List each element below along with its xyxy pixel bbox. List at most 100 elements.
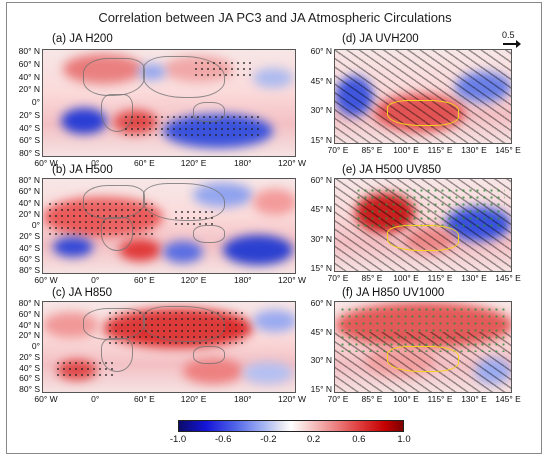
wind-vectors	[335, 50, 511, 143]
x-tick-label: 120° W	[278, 158, 306, 168]
x-tick-label: 85° E	[361, 273, 383, 283]
reference-vector-arrow	[503, 40, 521, 48]
x-tick-label: 115° E	[427, 273, 453, 283]
y-tick-label: 0°	[31, 220, 40, 230]
y-tick-label: 45° N	[310, 204, 332, 215]
colorbar-tick: 1.0	[397, 434, 411, 445]
continent-outline	[83, 58, 145, 96]
y-tick-label: 40° S	[19, 122, 40, 133]
x-tick-label: 100° E	[393, 394, 419, 404]
y-tick-label: 60° S	[19, 253, 40, 264]
plateau-outline	[387, 346, 459, 372]
x-tick-label: 180°	[234, 158, 252, 168]
y-tick-label: 20° N	[18, 84, 40, 95]
significance-dots	[47, 201, 157, 235]
x-tick-label: 145° E	[495, 394, 521, 404]
negative-anomaly	[455, 72, 511, 102]
y-tick-label: 80° N	[18, 46, 40, 56]
y-tick-label: 45° N	[310, 326, 332, 337]
y-tick-label: 15° N	[310, 263, 332, 273]
colorbar-tick: 0.2	[306, 434, 321, 445]
panel-b-title: (b) JA H500	[52, 164, 113, 176]
x-tick-label: 120° E	[180, 158, 207, 168]
negative-anomaly	[243, 362, 293, 384]
colorbar-tick: -0.2	[260, 434, 277, 445]
map-panel-a	[42, 49, 296, 157]
x-tick-label: 60° W	[34, 158, 58, 168]
y-tick-label: 60° S	[19, 373, 40, 384]
negative-anomaly	[253, 310, 295, 332]
significance-dots	[173, 209, 213, 229]
negative-anomaly	[475, 358, 511, 384]
y-tick-label: 0°	[31, 97, 40, 107]
significance-dots	[123, 114, 263, 140]
y-tick-label: 80° N	[18, 175, 40, 185]
x-tick-label: 70° E	[327, 394, 349, 404]
negative-anomaly	[53, 237, 93, 257]
map-panel-f	[334, 301, 512, 393]
x-tick-label: 85° E	[361, 145, 383, 155]
y-tick-label: 20° N	[18, 330, 40, 341]
map-panel-b	[42, 178, 296, 274]
y-tick-label: 40° S	[19, 242, 40, 253]
y-tick-label: 0°	[31, 341, 40, 351]
x-tick-label: 145° E	[495, 145, 521, 155]
x-tick-label: 180°	[234, 275, 252, 285]
y-tick-label: 15° N	[310, 135, 332, 145]
x-tick-label: 70° E	[327, 145, 349, 155]
y-tick-label: 40° N	[18, 71, 40, 82]
positive-anomaly	[253, 189, 295, 215]
colorbar-tick: -1.0	[169, 434, 187, 445]
x-tick-label: 130° E	[461, 145, 487, 155]
x-tick-label: 60° W	[34, 394, 58, 404]
colorbar-tick: -0.6	[215, 434, 232, 445]
x-tick-label: 120° E	[180, 394, 207, 404]
x-tick-label: 85° E	[361, 394, 383, 404]
y-tick-label: 60° N	[310, 46, 332, 56]
significance-dots	[55, 360, 115, 380]
negative-anomaly	[163, 241, 203, 263]
x-tick-label: 60° E	[133, 158, 155, 168]
x-tick-label: 115° E	[427, 145, 453, 155]
y-tick-label: 80° S	[19, 384, 40, 394]
y-tick-label: 80° N	[18, 298, 40, 308]
negative-anomaly	[223, 235, 293, 265]
x-tick-label: 120° E	[180, 275, 207, 285]
x-tick-label: 130° E	[461, 273, 487, 283]
figure-title: Correlation between JA PC3 and JA Atmosp…	[98, 10, 452, 25]
panel-d-title: (d) JA UVH200	[342, 33, 419, 45]
y-tick-label: 80° S	[19, 265, 40, 275]
x-tick-label: 120° W	[278, 275, 306, 285]
negative-anomaly	[335, 76, 373, 116]
y-tick-label: 20° S	[19, 231, 40, 242]
panel-f-title: (f) JA H850 UV1000	[342, 287, 445, 299]
y-tick-label: 20° N	[18, 208, 40, 219]
y-tick-label: 30° N	[310, 233, 332, 244]
y-tick-label: 80° S	[19, 148, 40, 158]
y-tick-label: 60° N	[18, 58, 40, 69]
y-tick-label: 40° S	[19, 362, 40, 373]
negative-anomaly	[61, 108, 107, 134]
reference-vector-label: 0.5	[502, 30, 515, 40]
y-tick-label: 15° N	[310, 384, 332, 394]
x-tick-label: 60° E	[133, 275, 155, 285]
y-tick-label: 60° N	[18, 308, 40, 319]
x-tick-label: 100° E	[393, 273, 419, 283]
y-tick-label: 30° N	[310, 355, 332, 366]
y-tick-label: 60° N	[310, 175, 332, 185]
x-tick-label: 0°	[91, 275, 100, 285]
significance-dots	[107, 310, 247, 346]
y-tick-label: 20° S	[19, 351, 40, 362]
plateau-outline	[387, 100, 459, 126]
panel-c-title: (c) JA H850	[52, 287, 113, 299]
y-tick-label: 45° N	[310, 75, 332, 86]
colorbar-tick: 0.6	[352, 434, 366, 445]
plateau-outline	[387, 225, 459, 251]
y-tick-label: 20° S	[19, 109, 40, 120]
map-panel-e	[334, 178, 512, 272]
y-tick-label: 60° S	[19, 135, 40, 146]
y-tick-label: 60° N	[310, 298, 332, 308]
x-tick-label: 60° E	[133, 394, 155, 404]
panel-a-title: (a) JA H200	[52, 33, 113, 45]
significance-dots	[355, 187, 505, 227]
